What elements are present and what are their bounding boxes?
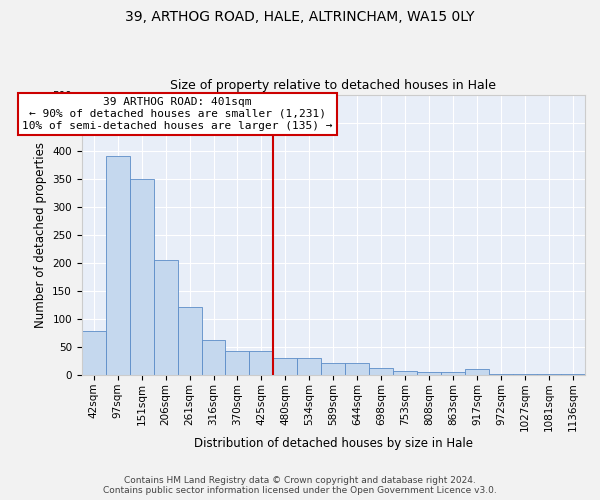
Bar xyxy=(489,374,513,375)
Bar xyxy=(226,351,250,375)
Bar xyxy=(130,178,154,375)
Bar xyxy=(441,372,465,375)
Bar xyxy=(537,374,561,375)
Bar xyxy=(202,340,226,375)
X-axis label: Distribution of detached houses by size in Hale: Distribution of detached houses by size … xyxy=(194,437,473,450)
Bar xyxy=(417,372,441,375)
Bar xyxy=(369,368,393,375)
Text: 39 ARTHOG ROAD: 401sqm
← 90% of detached houses are smaller (1,231)
10% of semi-: 39 ARTHOG ROAD: 401sqm ← 90% of detached… xyxy=(22,98,333,130)
Bar xyxy=(393,370,417,375)
Bar xyxy=(106,156,130,375)
Text: 39, ARTHOG ROAD, HALE, ALTRINCHAM, WA15 0LY: 39, ARTHOG ROAD, HALE, ALTRINCHAM, WA15 … xyxy=(125,10,475,24)
Bar xyxy=(465,370,489,375)
Bar xyxy=(178,307,202,375)
Bar xyxy=(154,260,178,375)
Text: Contains HM Land Registry data © Crown copyright and database right 2024.
Contai: Contains HM Land Registry data © Crown c… xyxy=(103,476,497,495)
Bar xyxy=(346,362,369,375)
Y-axis label: Number of detached properties: Number of detached properties xyxy=(34,142,47,328)
Title: Size of property relative to detached houses in Hale: Size of property relative to detached ho… xyxy=(170,79,496,92)
Bar xyxy=(298,358,322,375)
Bar xyxy=(561,374,585,375)
Bar xyxy=(513,374,537,375)
Bar xyxy=(274,358,298,375)
Bar xyxy=(250,351,274,375)
Bar xyxy=(322,362,346,375)
Bar xyxy=(82,330,106,375)
